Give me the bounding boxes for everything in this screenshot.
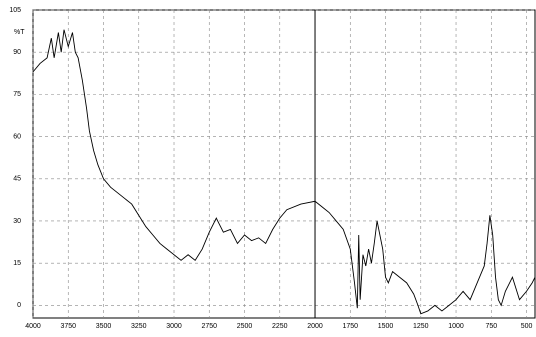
x-tick-label: 1000	[448, 323, 464, 330]
x-tick-label: 1500	[378, 323, 394, 330]
plot-frame	[32, 9, 536, 319]
y-tick-label: 30	[13, 218, 21, 225]
y-axis-label: %T	[14, 29, 25, 36]
spectrum-line	[32, 29, 536, 315]
y-tick-label: 75	[13, 91, 21, 98]
y-tick-label: 0	[17, 302, 21, 309]
x-tick-label: 2250	[272, 323, 288, 330]
x-tick-label: 2500	[237, 323, 253, 330]
x-tick-label: 3500	[96, 323, 112, 330]
x-tick-label: 3750	[60, 323, 76, 330]
y-tick-label: 15	[13, 260, 21, 267]
y-tick-label: 90	[13, 49, 21, 56]
x-tick-label: 2750	[201, 323, 217, 330]
x-tick-label: 1750	[342, 323, 358, 330]
x-tick-label: 500	[521, 323, 533, 330]
x-tick-label: 1250	[413, 323, 429, 330]
y-tick-label: 60	[13, 133, 21, 140]
x-tick-label: 2000	[307, 323, 323, 330]
y-tick-label: 45	[13, 176, 21, 183]
y-tick-label: 105	[9, 7, 21, 14]
x-tick-label: 750	[485, 323, 497, 330]
x-tick-label: 4000	[25, 323, 41, 330]
x-tick-label: 3250	[131, 323, 147, 330]
x-tick-label: 3000	[166, 323, 182, 330]
